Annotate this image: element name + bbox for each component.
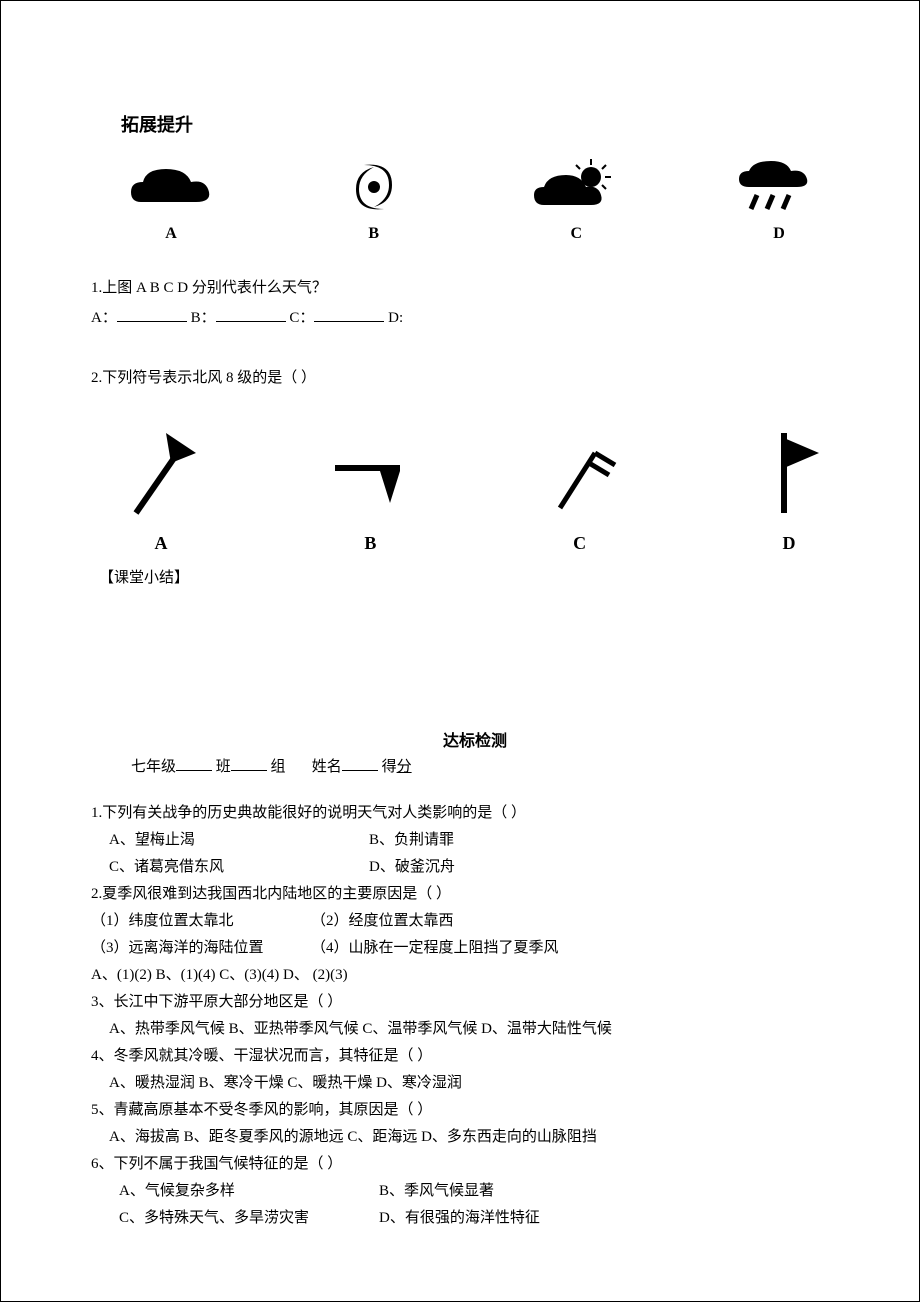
typhoon-icon bbox=[324, 157, 424, 217]
blank-a[interactable] bbox=[117, 306, 187, 322]
tq2-sub1: （1）纬度位置太靠北 bbox=[91, 908, 311, 935]
class-summary-heading: 【课堂小结】 bbox=[99, 566, 859, 587]
score-label: 得分 bbox=[382, 759, 412, 775]
wind-symbol-b-icon bbox=[325, 423, 415, 523]
wind-icons-row: A B C D bbox=[91, 423, 859, 554]
icon-label-b: B bbox=[314, 225, 434, 243]
wind-icon-a: A bbox=[101, 423, 221, 554]
tq1-opt-b: B、负荆请罪 bbox=[369, 827, 454, 854]
tq2-stem: 2.夏季风很难到达我国西北内陆地区的主要原因是（ ） bbox=[91, 881, 859, 908]
name-label: 姓名 bbox=[312, 759, 342, 775]
tq4-stem: 4、冬季风就其冷暖、干湿状况而言，其特征是（ ） bbox=[91, 1043, 859, 1070]
question-2-stem: 2.下列符号表示北风 8 级的是（ ） bbox=[91, 363, 859, 393]
test-subtitle: 七年级 班 组 姓名 得分 bbox=[131, 755, 859, 776]
tq6-opt-d: D、有很强的海洋性特征 bbox=[379, 1205, 540, 1232]
tq1-opt-a: A、望梅止渴 bbox=[109, 827, 369, 854]
wind-label-c: C bbox=[520, 533, 640, 554]
wind-icon-c: C bbox=[520, 423, 640, 554]
group-label: 组 bbox=[271, 759, 286, 775]
tq1-opt-d: D、破釜沉舟 bbox=[369, 854, 455, 881]
tq6-opt-b: B、季风气候显著 bbox=[379, 1178, 494, 1205]
tq6-opt-c: C、多特殊天气、多旱涝灾害 bbox=[119, 1205, 379, 1232]
test-questions: 1.下列有关战争的历史典故能很好的说明天气对人类影响的是（ ） A、望梅止渴B、… bbox=[91, 800, 859, 1232]
tq5-stem: 5、青藏高原基本不受冬季风的影响，其原因是（ ） bbox=[91, 1097, 859, 1124]
tq2-opts: A、(1)(2) B、(1)(4) C、(3)(4) D、 (2)(3) bbox=[91, 962, 859, 989]
weather-icons-row: A B C D bbox=[91, 157, 859, 243]
test-title: 达标检测 bbox=[91, 727, 859, 751]
q1-c-label: C： bbox=[289, 310, 314, 326]
icon-label-c: C bbox=[516, 225, 636, 243]
name-blank[interactable] bbox=[342, 770, 378, 771]
wind-icon-b: B bbox=[310, 423, 430, 554]
icon-label-d: D bbox=[719, 225, 839, 243]
weather-icon-a: A bbox=[111, 157, 231, 243]
question-1: 1.上图 A B C D 分别代表什么天气？ A： B： C： D: bbox=[91, 273, 859, 333]
grade-label: 七年级 bbox=[131, 759, 176, 775]
q1-blanks: A： B： C： D: bbox=[91, 303, 859, 333]
tq6-stem: 6、下列不属于我国气候特征的是（ ） bbox=[91, 1151, 859, 1178]
blank-c[interactable] bbox=[314, 306, 384, 322]
section-title-extension: 拓展提升 bbox=[121, 111, 859, 137]
wind-label-a: A bbox=[101, 533, 221, 554]
tq2-sub4: （4）山脉在一定程度上阻挡了夏季风 bbox=[311, 935, 559, 962]
tq1-stem: 1.下列有关战争的历史典故能很好的说明天气对人类影响的是（ ） bbox=[91, 800, 859, 827]
tq5-opts: A、海拔高 B、距冬夏季风的源地远 C、距海远 D、多东西走向的山脉阻挡 bbox=[91, 1124, 859, 1151]
tq6-opt-a: A、气候复杂多样 bbox=[119, 1178, 379, 1205]
weather-icon-b: B bbox=[314, 157, 434, 243]
tq1-opt-c: C、诸葛亮借东风 bbox=[109, 854, 369, 881]
q1-b-label: B： bbox=[191, 310, 216, 326]
wind-icon-d: D bbox=[729, 423, 849, 554]
weather-icon-d: D bbox=[719, 157, 839, 243]
wind-symbol-c-icon bbox=[535, 423, 625, 523]
q1-d-label: D: bbox=[388, 310, 403, 326]
class-blank[interactable] bbox=[231, 770, 267, 771]
wind-symbol-d-icon bbox=[744, 423, 834, 523]
wind-symbol-a-icon bbox=[116, 423, 206, 523]
wind-label-d: D bbox=[729, 533, 849, 554]
q1-stem: 1.上图 A B C D 分别代表什么天气？ bbox=[91, 273, 859, 303]
tq3-opts: A、热带季风气候 B、亚热带季风气候 C、温带季风气候 D、温带大陆性气候 bbox=[91, 1016, 859, 1043]
tq2-sub2: （2）经度位置太靠西 bbox=[311, 908, 454, 935]
rain-icon bbox=[729, 157, 829, 217]
partly-cloudy-icon bbox=[526, 157, 626, 217]
weather-icon-c: C bbox=[516, 157, 636, 243]
tq3-stem: 3、长江中下游平原大部分地区是（ ） bbox=[91, 989, 859, 1016]
tq2-sub3: （3）远离海洋的海陆位置 bbox=[91, 935, 311, 962]
q1-a-label: A： bbox=[91, 310, 117, 326]
overcast-icon bbox=[121, 157, 221, 217]
class-label: 班 bbox=[216, 759, 231, 775]
icon-label-a: A bbox=[111, 225, 231, 243]
tq4-opts: A、暖热湿润 B、寒冷干燥 C、暖热干燥 D、寒冷湿润 bbox=[91, 1070, 859, 1097]
blank-b[interactable] bbox=[216, 306, 286, 322]
grade-blank[interactable] bbox=[176, 770, 212, 771]
wind-label-b: B bbox=[310, 533, 430, 554]
